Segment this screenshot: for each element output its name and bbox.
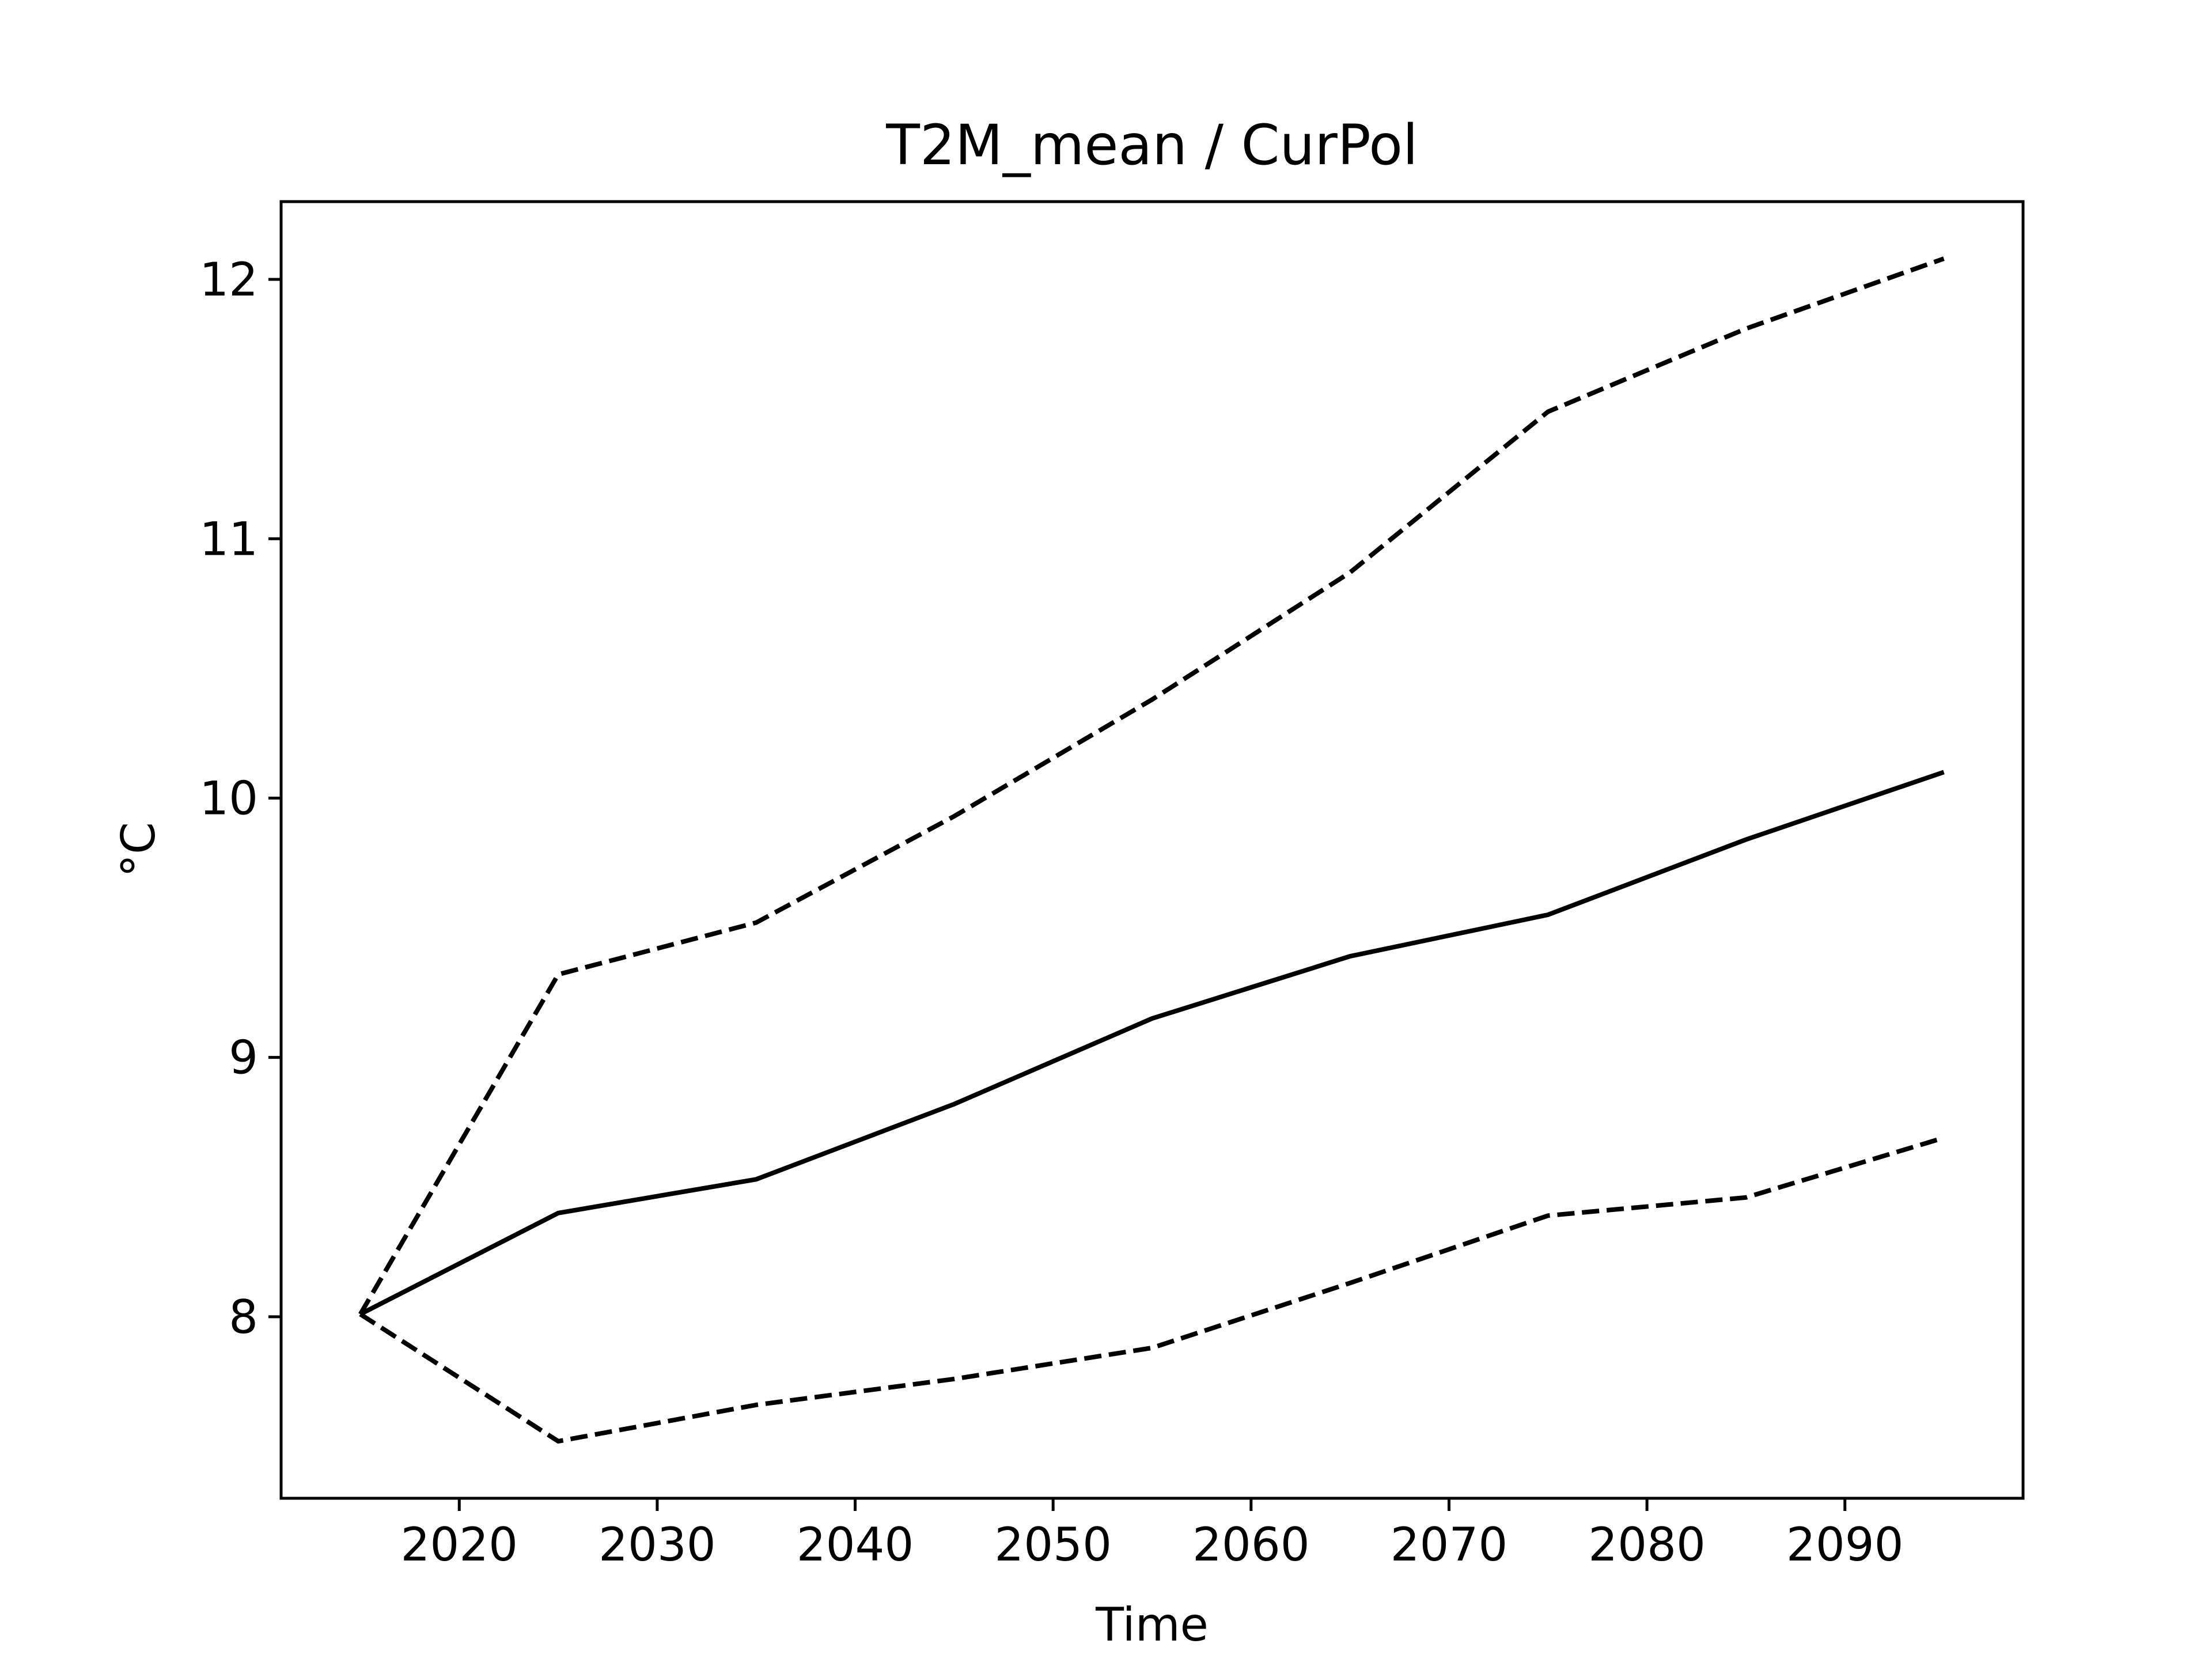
series-line-upper-dashed [358, 256, 1945, 1316]
chart-title: T2M_mean / CurPol [885, 113, 1418, 177]
series-line-lower-dashed [359, 1135, 1945, 1444]
y-tick-label: 12 [199, 253, 258, 306]
x-axis-label: Time [1095, 1598, 1209, 1652]
x-tick-label: 2080 [1588, 1518, 1706, 1571]
y-tick-label: 11 [199, 512, 258, 566]
y-tick-label: 9 [229, 1031, 258, 1085]
y-axis-label: °C [112, 822, 165, 877]
series-layer [358, 256, 1945, 1444]
x-tick-label: 2040 [797, 1518, 914, 1571]
ticks-layer: 2020 2030 2040 2050 2060 2070 2080 2090 8 9 10 11 12 [199, 253, 1903, 1571]
x-tick-label: 2090 [1786, 1518, 1904, 1571]
series-line-solid [359, 770, 1945, 1316]
x-tick-label: 2030 [599, 1518, 716, 1571]
plot-frame [279, 200, 2025, 1500]
y-tick-label: 8 [229, 1290, 258, 1344]
x-tick-label: 2070 [1391, 1518, 1508, 1571]
x-tick-label: 2050 [994, 1518, 1112, 1571]
y-tick-label: 10 [199, 771, 258, 825]
x-tick-label: 2060 [1192, 1518, 1310, 1571]
x-tick-label: 2020 [400, 1518, 518, 1571]
